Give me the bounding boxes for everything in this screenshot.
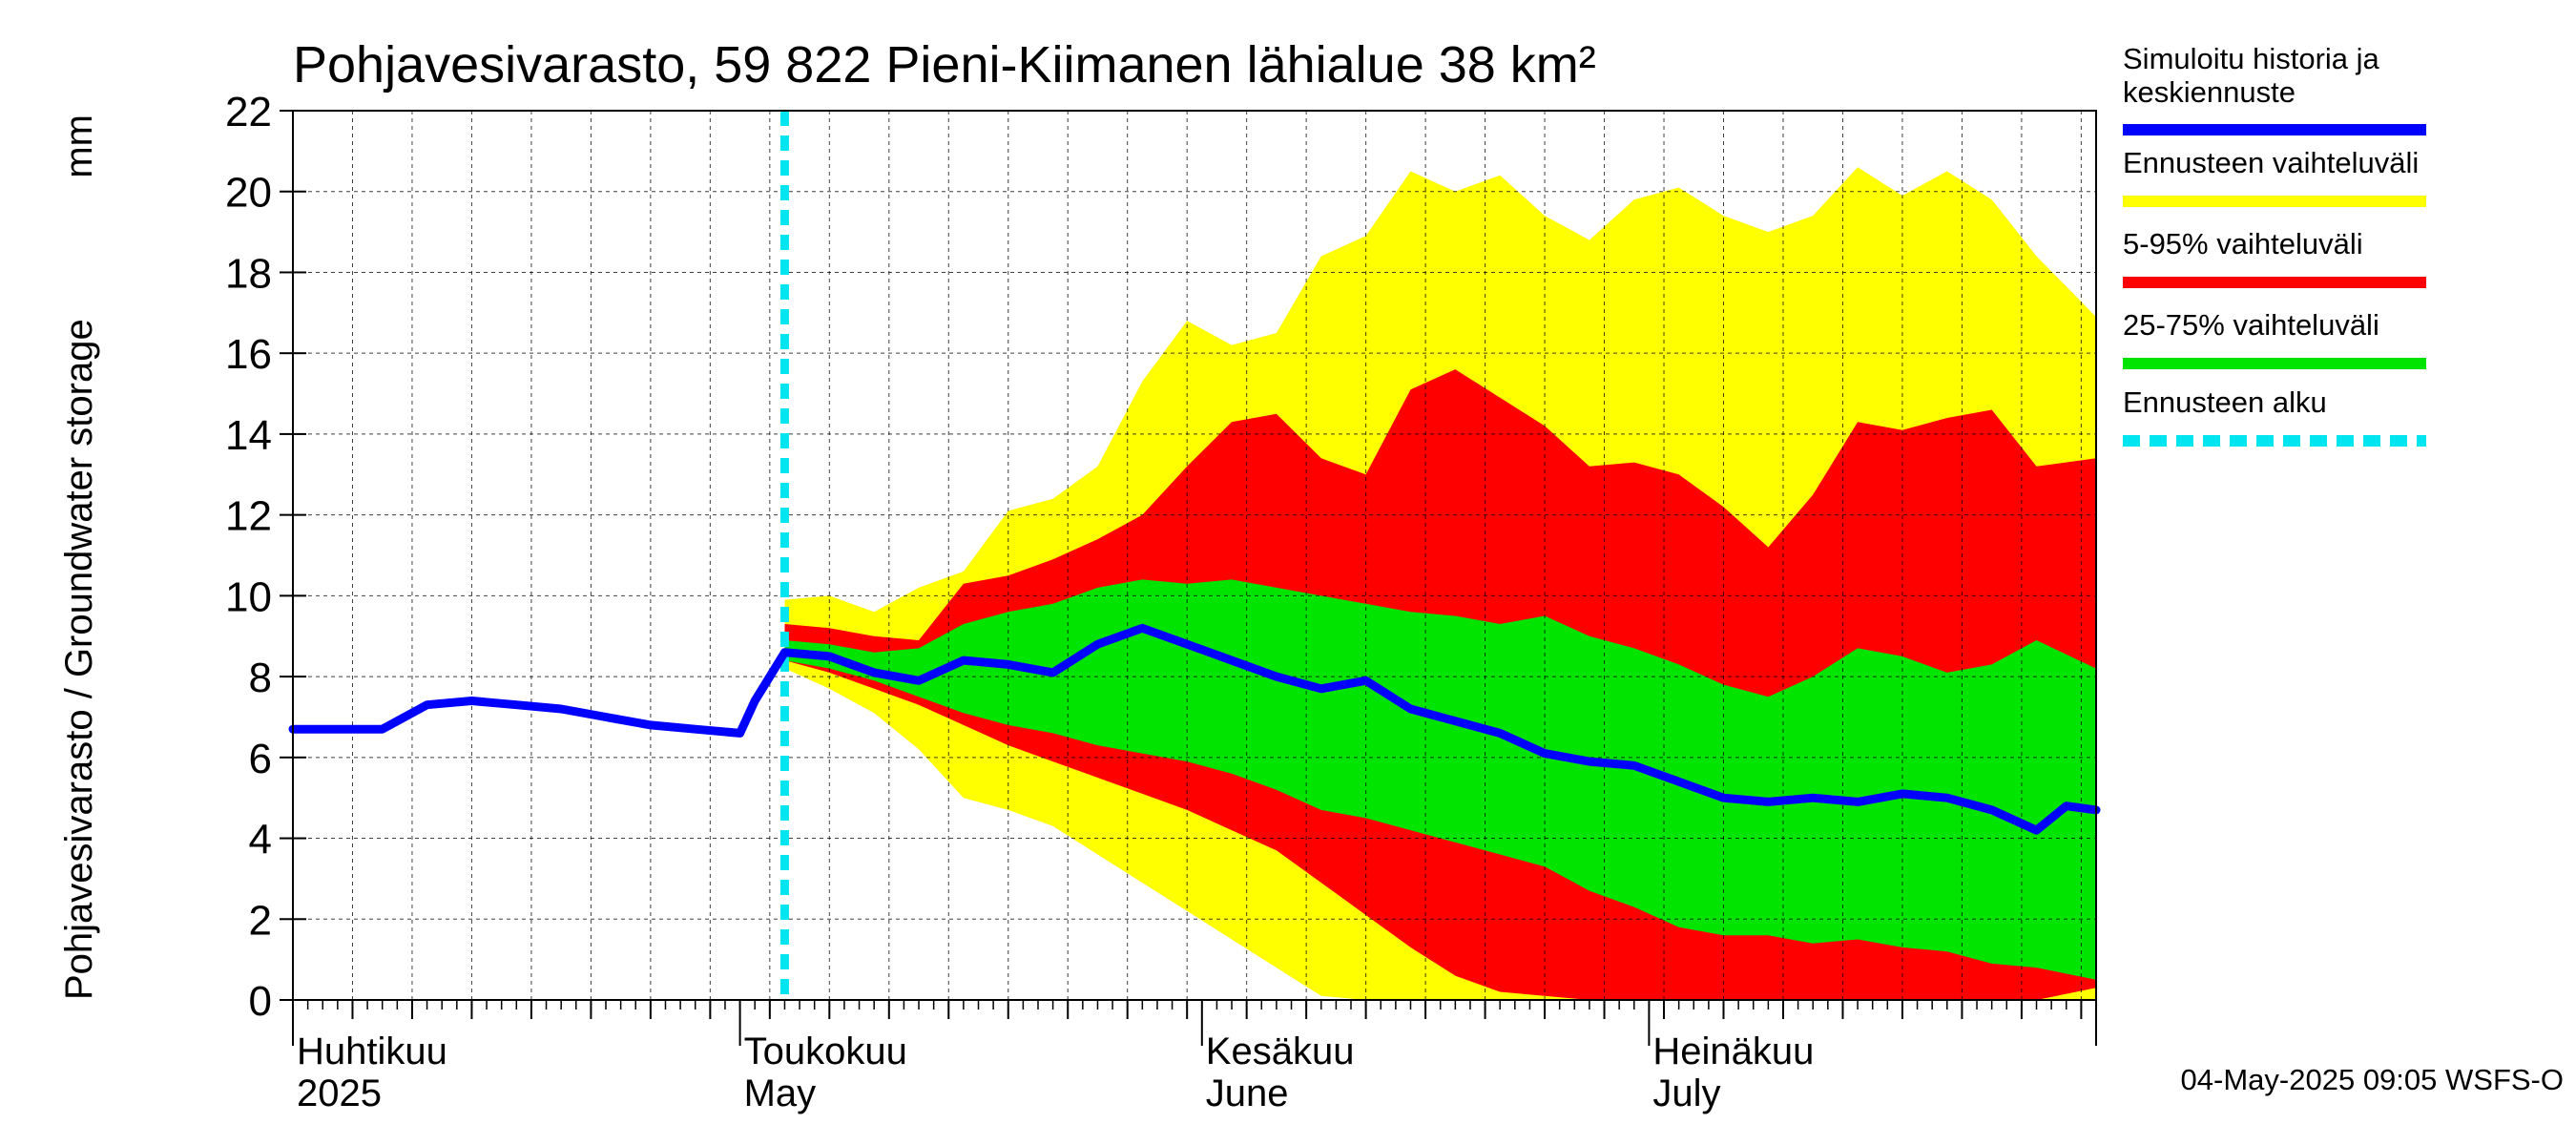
y-ticks: 0 2 4 6 8 10 12 14 16 18 20 22 bbox=[225, 89, 306, 1025]
y-axis-label: Pohjavesivarasto / Groundwater storage bbox=[58, 319, 100, 1000]
y-tick-label: 20 bbox=[225, 170, 272, 217]
legend-label: Ennusteen alku bbox=[2123, 385, 2327, 419]
x-month-label-en: June bbox=[1206, 1072, 1289, 1114]
median-line bbox=[288, 623, 2101, 835]
forecast-bands bbox=[784, 167, 2096, 1001]
y-tick-label: 12 bbox=[225, 493, 272, 540]
y-tick-label: 18 bbox=[225, 250, 272, 297]
legend-label: Ennusteen vaihteluväli bbox=[2123, 146, 2419, 179]
legend-label: 25-75% vaihteluväli bbox=[2123, 308, 2379, 342]
x-month-label-en: May bbox=[744, 1072, 817, 1114]
x-month-label-fi: Heinäkuu bbox=[1652, 1030, 1814, 1072]
y-tick-label: 6 bbox=[249, 736, 272, 782]
y-axis-unit: mm bbox=[58, 114, 100, 178]
legend-label: 5-95% vaihteluväli bbox=[2123, 227, 2363, 260]
y-tick-label: 4 bbox=[249, 817, 272, 864]
x-month-label-en: July bbox=[1652, 1072, 1720, 1114]
band-25-75-vaihteluv-li bbox=[784, 579, 2096, 980]
x-month-label-fi: Toukokuu bbox=[744, 1030, 907, 1072]
y-tick-label: 0 bbox=[249, 978, 272, 1025]
median-series bbox=[288, 623, 2101, 835]
y-tick-label: 16 bbox=[225, 331, 272, 378]
legend-label-line2: keskiennuste bbox=[2123, 75, 2296, 109]
y-tick-label: 2 bbox=[249, 897, 272, 944]
x-month-label-en: 2025 bbox=[297, 1072, 382, 1114]
y-tick-label: 8 bbox=[249, 655, 272, 701]
x-month-label-fi: Kesäkuu bbox=[1206, 1030, 1355, 1072]
plot-frame bbox=[292, 110, 2097, 1001]
footer-timestamp: 04-May-2025 09:05 WSFS-O bbox=[2181, 1063, 2564, 1096]
grid-lines bbox=[293, 111, 2096, 1000]
y-tick-label: 22 bbox=[225, 89, 272, 135]
axes bbox=[292, 110, 2097, 1001]
y-tick-label: 10 bbox=[225, 573, 272, 620]
legend-label: Simuloitu historia ja bbox=[2123, 42, 2380, 75]
y-tick-label: 14 bbox=[225, 412, 272, 459]
x-month-label-fi: Huhtikuu bbox=[297, 1030, 447, 1072]
chart-title: Pohjavesivarasto, 59 822 Pieni-Kiimanen … bbox=[293, 36, 1596, 94]
